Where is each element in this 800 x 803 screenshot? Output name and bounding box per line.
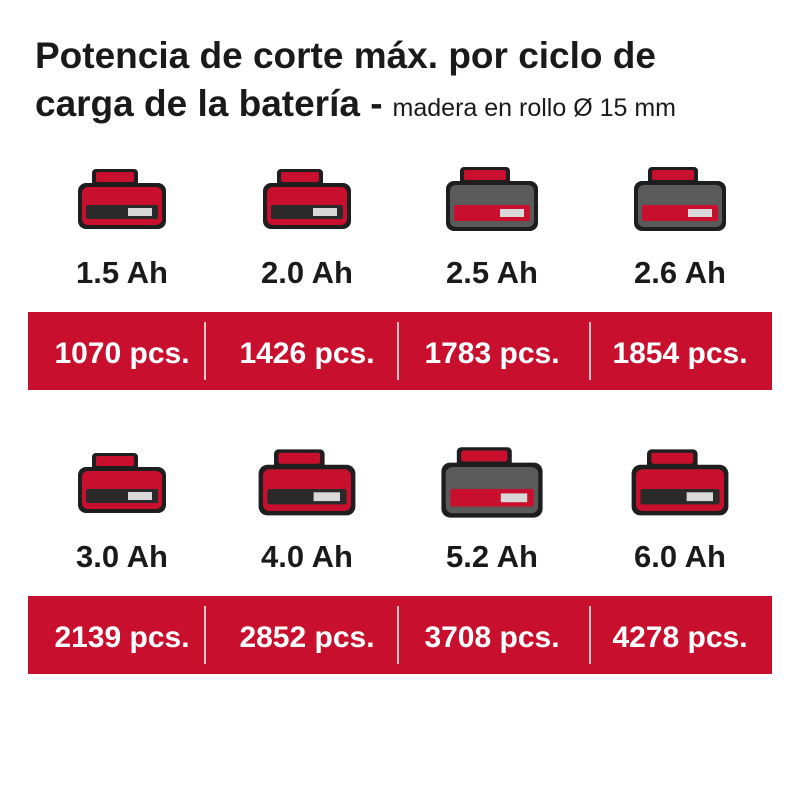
cuts-value: 2139 pcs. — [54, 621, 189, 654]
cuts-value: 1070 pcs. — [54, 337, 189, 370]
capacity-label: 3.0 Ah — [76, 539, 168, 574]
battery-icon — [441, 447, 543, 518]
value-band — [28, 596, 772, 674]
capacity-label: 5.2 Ah — [446, 539, 538, 574]
cuts-value: 1426 pcs. — [239, 337, 374, 370]
capacity-label: 1.5 Ah — [76, 255, 168, 290]
capacity-label: 4.0 Ah — [261, 539, 353, 574]
battery-icon — [634, 167, 726, 231]
battery-icon — [631, 449, 729, 516]
capacity-label: 2.6 Ah — [634, 255, 726, 290]
cuts-value: 2852 pcs. — [239, 621, 374, 654]
battery-icon — [78, 453, 166, 513]
capacity-label: 2.5 Ah — [446, 255, 538, 290]
subtitle: madera en rollo Ø 15 mm — [393, 94, 676, 122]
cuts-value: 4278 pcs. — [612, 621, 747, 654]
capacity-label: 2.0 Ah — [261, 255, 353, 290]
battery-icon — [258, 449, 356, 516]
cuts-value: 1854 pcs. — [612, 337, 747, 370]
battery-icon — [263, 169, 351, 229]
battery-icon — [446, 167, 538, 231]
battery-icon — [78, 169, 166, 229]
title-line: Potencia de corte máx. por ciclo de — [35, 35, 656, 76]
cuts-value: 3708 pcs. — [424, 621, 559, 654]
value-band — [28, 312, 772, 390]
battery-rows: 1.5 Ah 1070 pcs. 2.0 Ah 1426 pcs. 2.5 Ah 1783… — [28, 167, 772, 674]
title-line: carga de la batería - — [35, 83, 383, 124]
capacity-label: 6.0 Ah — [634, 539, 726, 574]
cuts-value: 1783 pcs. — [424, 337, 559, 370]
title-line: carga de la batería - madera en rollo Ø 1… — [35, 83, 676, 124]
